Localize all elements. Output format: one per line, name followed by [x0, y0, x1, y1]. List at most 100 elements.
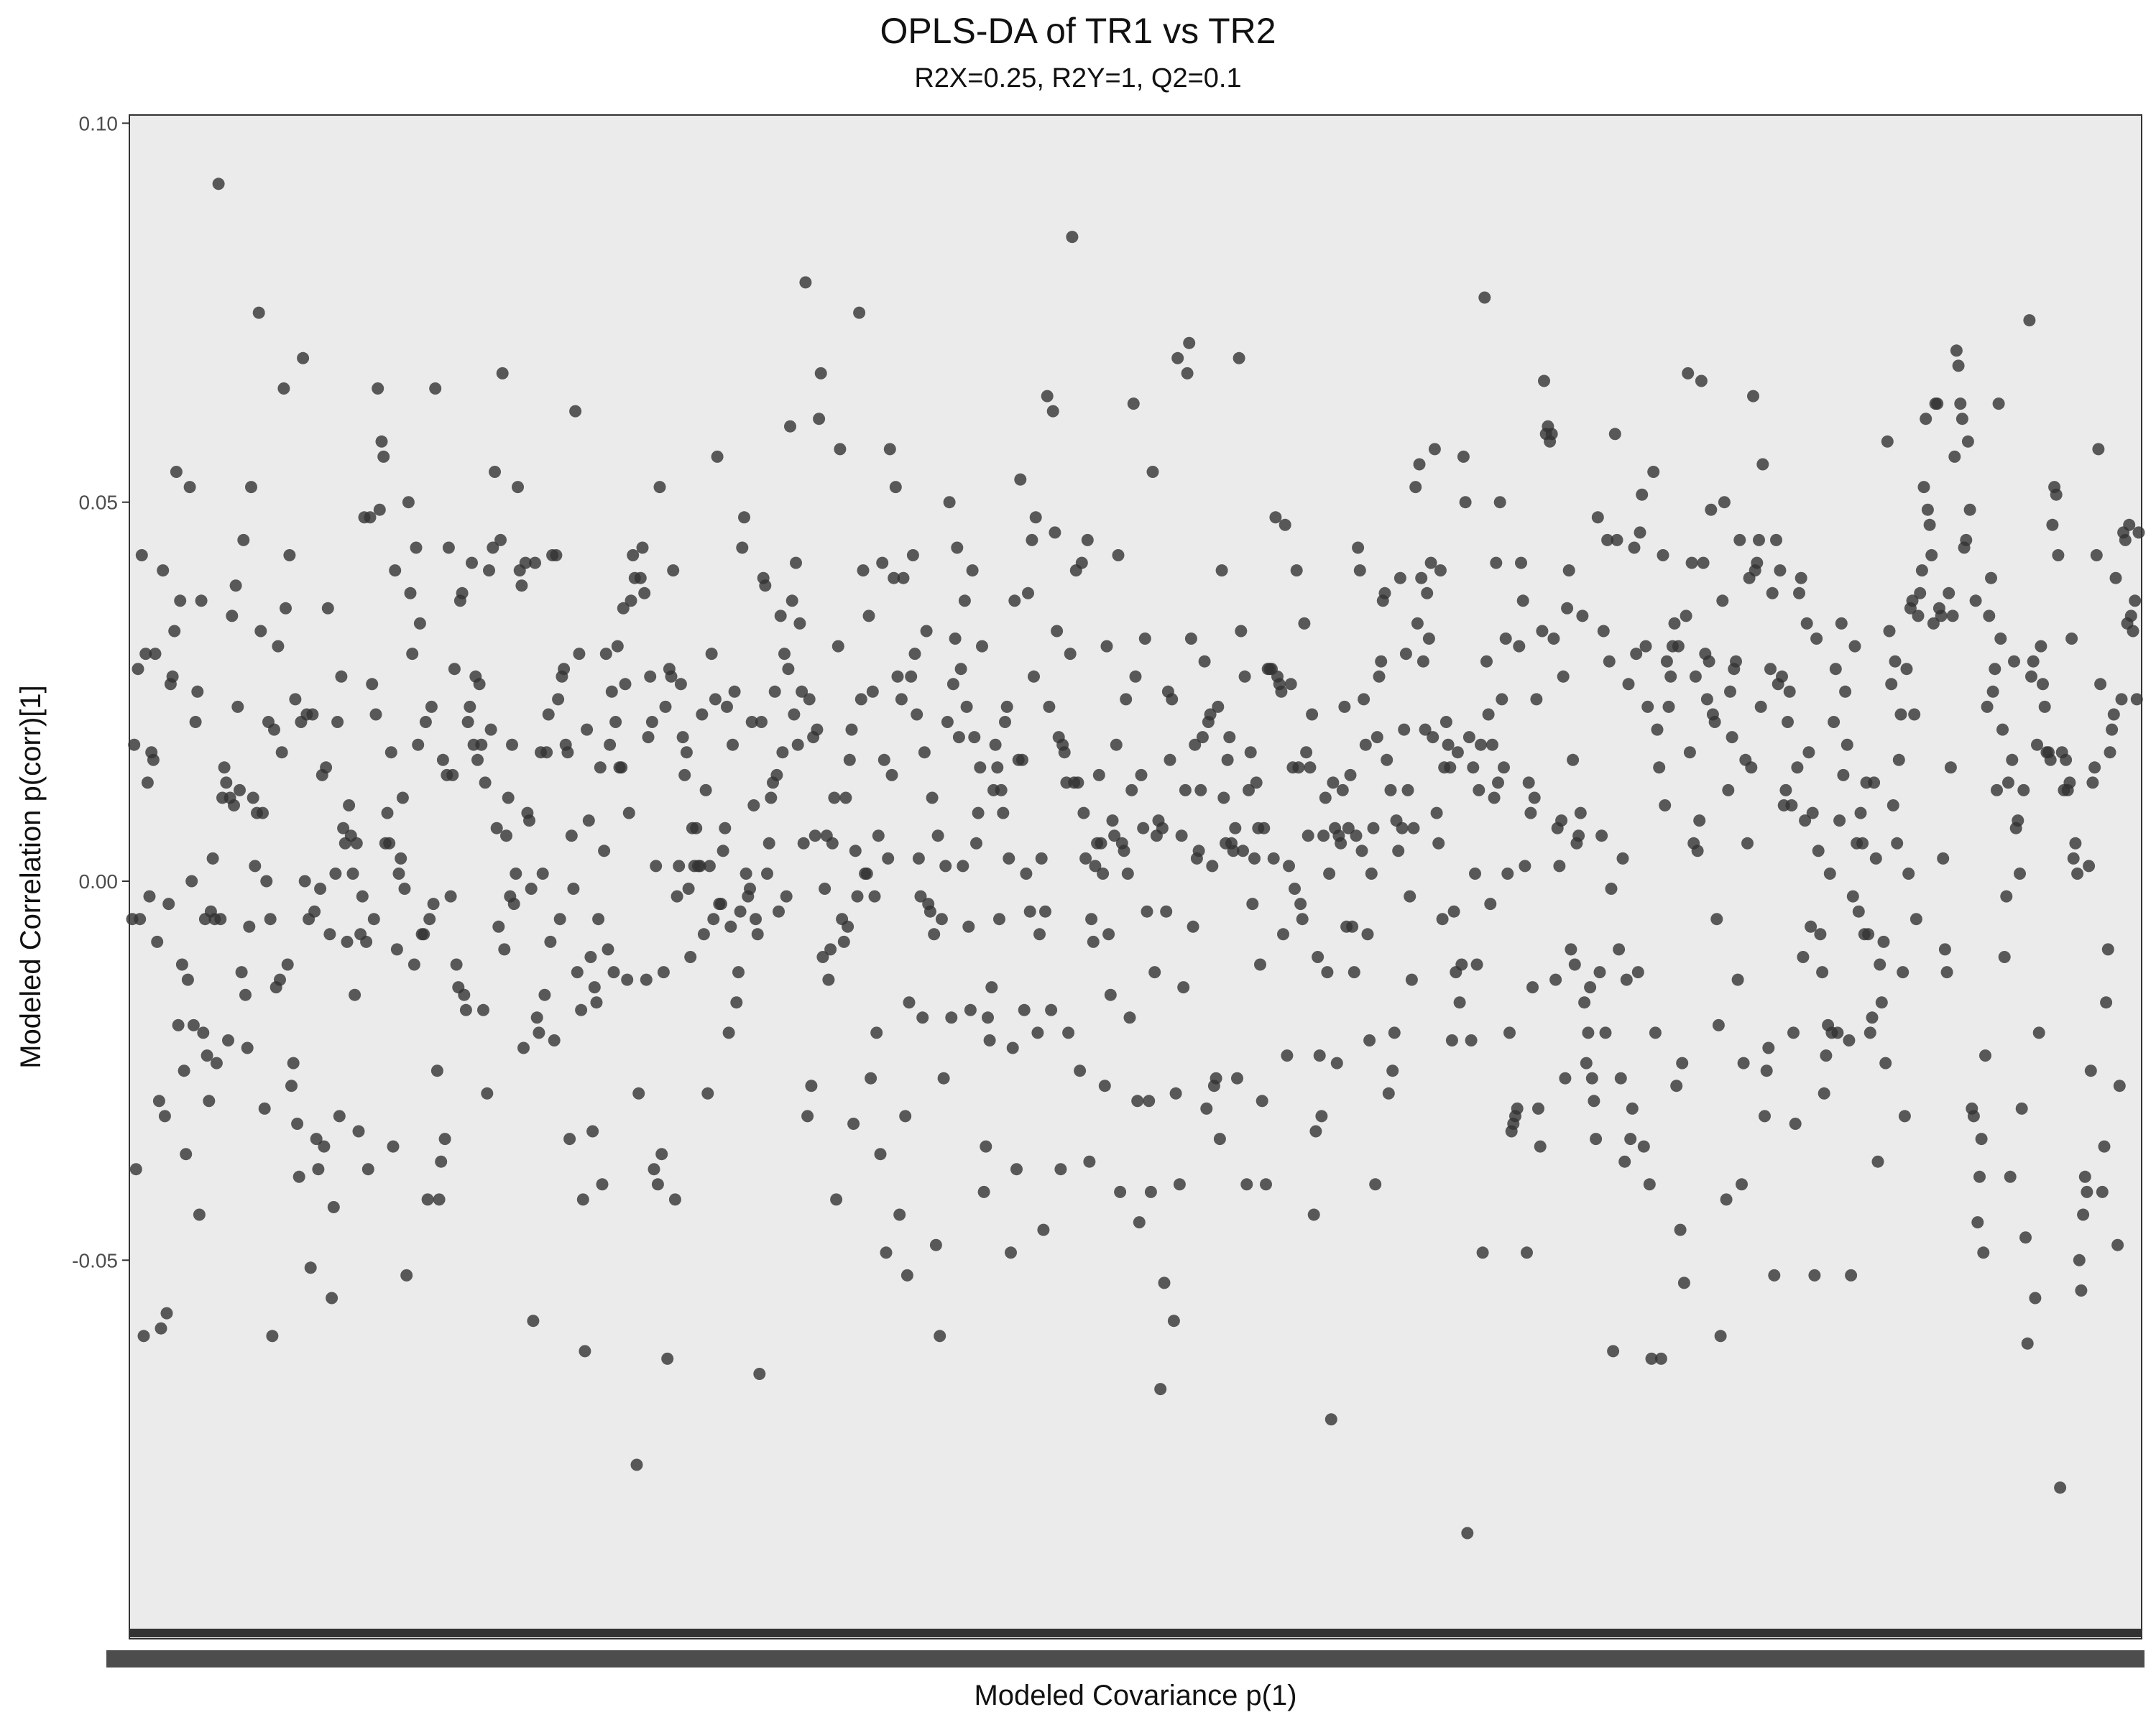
- data-point: [1818, 1087, 1830, 1100]
- data-point: [803, 693, 816, 706]
- data-point: [1555, 814, 1568, 827]
- data-point: [1258, 822, 1271, 834]
- data-point: [1121, 868, 1134, 880]
- data-point: [191, 685, 204, 698]
- data-point: [1267, 852, 1280, 865]
- data-point: [1545, 428, 1558, 441]
- data-point: [135, 549, 148, 561]
- data-point: [1309, 1125, 1322, 1138]
- data-point: [1871, 1155, 1884, 1168]
- x-tick-labels-overlapped: [106, 1650, 2145, 1668]
- data-point: [1874, 958, 1886, 971]
- data-point: [234, 783, 246, 796]
- data-point: [1330, 1057, 1343, 1070]
- data-point: [1405, 973, 1418, 986]
- data-point: [436, 753, 449, 766]
- data-point: [170, 466, 183, 478]
- data-point: [1700, 693, 1713, 706]
- data-point: [1839, 685, 1852, 698]
- data-point: [1143, 1095, 1156, 1108]
- data-point: [876, 556, 889, 569]
- data-point: [2107, 708, 2120, 721]
- data-point: [1908, 708, 1921, 721]
- data-point: [1869, 852, 1882, 865]
- data-point: [1290, 564, 1303, 577]
- data-point: [2063, 776, 2076, 789]
- data-point: [1622, 678, 1635, 691]
- data-point: [1312, 951, 1325, 963]
- data-point: [1787, 1026, 1800, 1039]
- data-point: [1672, 640, 1685, 653]
- data-point: [228, 799, 240, 811]
- data-point: [1641, 700, 1654, 713]
- data-point: [149, 648, 162, 661]
- data-point: [1689, 670, 1702, 683]
- data-point: [1133, 1216, 1146, 1229]
- data-point: [1250, 776, 1263, 789]
- data-point: [1831, 1026, 1844, 1039]
- data-point: [1459, 496, 1472, 509]
- data-point: [1753, 533, 1765, 546]
- data-point: [1336, 783, 1349, 796]
- data-point: [1016, 753, 1028, 766]
- x-axis-title: Modeled Covariance p(1): [974, 1680, 1296, 1711]
- data-point: [1925, 549, 1938, 561]
- data-point: [1848, 640, 1861, 653]
- data-point: [1585, 1072, 1598, 1085]
- data-point: [964, 1003, 977, 1016]
- data-point: [1488, 791, 1501, 804]
- data-point: [175, 958, 188, 971]
- data-point: [2124, 610, 2137, 622]
- data-point: [966, 564, 979, 577]
- data-point: [770, 768, 783, 781]
- data-point: [1716, 594, 1729, 607]
- y-axis-title: Modeled Correlation p(corr)[1]: [15, 685, 47, 1069]
- data-point: [1710, 913, 1723, 926]
- data-point: [2025, 670, 2037, 683]
- data-point: [722, 1026, 735, 1039]
- data-point: [605, 685, 618, 698]
- data-point: [1841, 738, 1853, 751]
- data-point: [839, 791, 852, 804]
- data-point: [1590, 1133, 1603, 1146]
- data-point: [1445, 1034, 1458, 1046]
- data-point: [1812, 845, 1825, 857]
- data-point: [407, 958, 420, 971]
- data-point: [1879, 1057, 1892, 1070]
- data-point: [527, 1315, 540, 1328]
- data-point: [1986, 685, 1999, 698]
- data-point: [2071, 868, 2084, 880]
- data-point: [705, 648, 718, 661]
- data-point: [364, 511, 377, 524]
- data-point: [360, 935, 373, 948]
- data-point: [1568, 958, 1581, 971]
- data-point: [1325, 1413, 1337, 1426]
- data-point: [954, 663, 967, 676]
- data-point: [837, 935, 850, 948]
- data-point: [1799, 814, 1812, 827]
- data-point: [287, 1057, 300, 1070]
- data-point: [392, 868, 405, 880]
- data-point: [129, 1163, 142, 1176]
- data-point: [1969, 594, 1982, 607]
- data-point: [185, 875, 198, 888]
- data-point: [210, 1057, 223, 1070]
- data-point: [529, 556, 541, 569]
- data-point: [1499, 632, 1512, 645]
- data-point: [625, 594, 637, 607]
- data-point: [1973, 1170, 1986, 1183]
- data-point: [1979, 1049, 1991, 1062]
- data-point: [226, 610, 239, 622]
- data-point: [977, 1185, 990, 1198]
- data-point: [1260, 1178, 1272, 1191]
- data-point: [929, 1238, 942, 1251]
- data-point: [1597, 625, 1610, 638]
- data-point: [1660, 655, 1673, 668]
- data-point: [1432, 837, 1445, 850]
- data-point: [1952, 359, 1965, 372]
- data-point: [579, 1345, 591, 1358]
- data-point: [575, 1003, 588, 1016]
- data-point: [2077, 1208, 2090, 1221]
- data-point: [2000, 890, 2013, 903]
- data-point: [596, 1178, 609, 1191]
